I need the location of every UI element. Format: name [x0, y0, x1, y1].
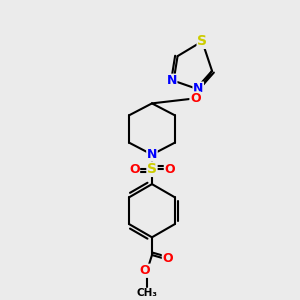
Text: O: O: [190, 92, 201, 105]
Text: S: S: [197, 34, 207, 48]
Text: O: O: [162, 253, 173, 266]
Text: O: O: [140, 264, 150, 277]
Text: S: S: [147, 162, 157, 176]
Text: N: N: [193, 82, 203, 95]
Text: O: O: [129, 163, 140, 176]
Text: N: N: [167, 74, 177, 87]
Text: N: N: [147, 148, 157, 161]
Text: CH₃: CH₃: [136, 289, 158, 298]
Text: O: O: [164, 163, 175, 176]
